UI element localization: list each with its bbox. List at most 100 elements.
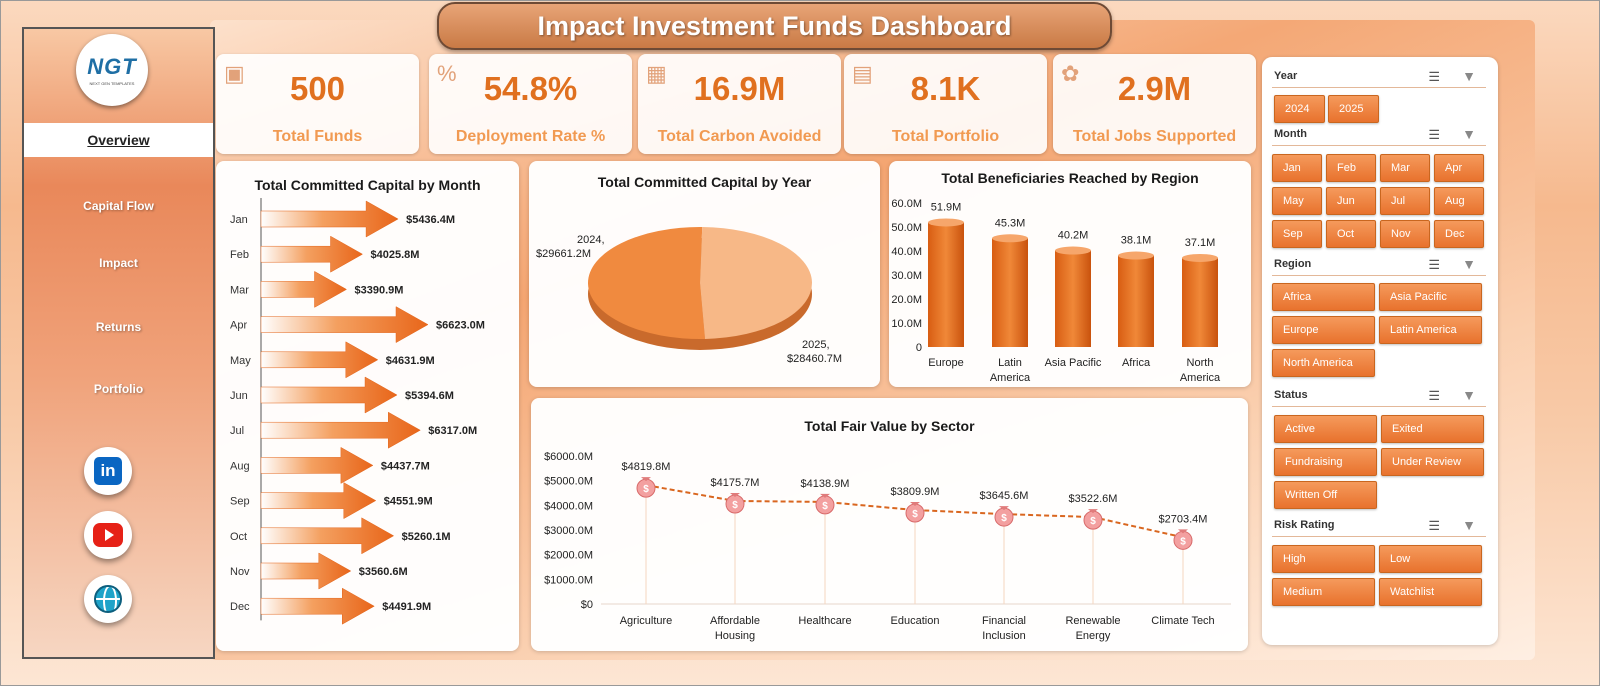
sector-y-tick: $1000.0M (544, 574, 593, 586)
month-arrow-bar (260, 517, 395, 555)
slicer-option-asia-pacific[interactable]: Asia Pacific (1379, 283, 1482, 311)
slicer-option-high[interactable]: High (1272, 545, 1375, 573)
month-tick-label: Jun (230, 390, 248, 402)
yearly-capital-panel: Total Committed Capital by Year 2024, $29… (529, 161, 880, 387)
sector-x-tick: Education (891, 615, 940, 627)
svg-text:$: $ (1090, 516, 1096, 527)
clear-filter-icon[interactable]: ▼ (1462, 256, 1476, 272)
monthly-capital-panel: Total Committed Capital by Month Jan $543… (216, 161, 519, 651)
clear-filter-icon[interactable]: ▼ (1462, 126, 1476, 142)
svg-text:$: $ (732, 500, 738, 511)
multi-select-icon[interactable]: ☰ (1428, 257, 1440, 272)
slicer-option-2025[interactable]: 2025 (1328, 95, 1379, 123)
kpi-label: Deployment Rate % (455, 128, 606, 145)
region-bar (1118, 255, 1154, 347)
pie-label-2025: 2025, (802, 339, 830, 351)
slicer-option-may[interactable]: May (1272, 187, 1322, 215)
slicer-option-jan[interactable]: Jan (1272, 154, 1322, 182)
youtube-button[interactable] (84, 511, 132, 559)
pie-slice-2024 (587, 227, 706, 339)
slicer-option-europe[interactable]: Europe (1272, 316, 1375, 344)
clear-filter-icon[interactable]: ▼ (1462, 387, 1476, 403)
month-data-label: $3390.9M (355, 284, 404, 296)
region-bar (992, 238, 1028, 347)
slicer-option-exited[interactable]: Exited (1381, 415, 1484, 443)
month-tick-label: Oct (230, 531, 247, 543)
linkedin-button[interactable]: in (84, 447, 132, 495)
slicer-option-latin-america[interactable]: Latin America (1379, 316, 1482, 344)
region-data-label: 40.2M (1058, 230, 1089, 242)
sector-data-label: $2703.4M (1159, 513, 1208, 525)
leaf-doc-icon: ▦ (646, 61, 667, 86)
sector-y-tick: $4000.0M (544, 500, 593, 512)
sector-x-tick: Healthcare (798, 615, 851, 627)
website-button[interactable] (84, 575, 132, 623)
linkedin-icon: in (94, 457, 122, 485)
slicer-option-fundraising[interactable]: Fundraising (1274, 448, 1377, 476)
region-data-label: 37.1M (1185, 237, 1216, 249)
multi-select-icon[interactable]: ☰ (1428, 388, 1440, 403)
sector-x-tick: Inclusion (982, 630, 1025, 642)
slicer-option-jun[interactable]: Jun (1326, 187, 1376, 215)
sector-x-tick: Financial (982, 615, 1026, 627)
kpi-carbon-avoided: ▦ 16.9M Total Carbon Avoided (638, 54, 841, 154)
clear-filter-icon[interactable]: ▼ (1462, 68, 1476, 84)
money-bag-icon: $ (905, 502, 925, 523)
sector-x-tick: Climate Tech (1151, 615, 1214, 627)
slicer-option-mar[interactable]: Mar (1380, 154, 1430, 182)
slicer-option-feb[interactable]: Feb (1326, 154, 1376, 182)
slicer-header-region: Region ☰ ▼ (1272, 254, 1486, 276)
slicer-option-written-off[interactable]: Written Off (1274, 481, 1377, 509)
nav-returns[interactable]: Returns (95, 320, 142, 334)
multi-select-icon[interactable]: ☰ (1428, 69, 1440, 84)
money-bag-icon: $ (636, 477, 656, 498)
slicer-title: Month (1274, 128, 1307, 140)
svg-text:$: $ (912, 509, 918, 520)
month-data-label: $4491.9M (382, 601, 431, 613)
portfolio-icon: ▤ (852, 61, 873, 86)
slicer-option-active[interactable]: Active (1274, 415, 1377, 443)
slicer-option-2024[interactable]: 2024 (1274, 95, 1325, 123)
dashboard-title-bar: Impact Investment Funds Dashboard (437, 2, 1112, 50)
region-bar (1182, 257, 1218, 347)
slicer-option-aug[interactable]: Aug (1434, 187, 1484, 215)
slicer-option-sep[interactable]: Sep (1272, 220, 1322, 248)
multi-select-icon[interactable]: ☰ (1428, 518, 1440, 533)
slicer-option-dec[interactable]: Dec (1434, 220, 1484, 248)
month-arrow-bar (260, 411, 421, 449)
clear-filter-icon[interactable]: ▼ (1462, 517, 1476, 533)
month-data-label: $3560.6M (359, 566, 408, 578)
nav-capital-flow[interactable]: Capital Flow (83, 199, 154, 213)
money-bag-icon: $ (1173, 529, 1193, 550)
multi-select-icon[interactable]: ☰ (1428, 127, 1440, 142)
kpi-value: 8.1K (910, 70, 981, 107)
slicer-title: Region (1274, 258, 1312, 270)
slicer-option-watchlist[interactable]: Watchlist (1379, 578, 1482, 606)
nav-portfolio[interactable]: Portfolio (93, 382, 144, 396)
sector-y-tick: $5000.0M (544, 476, 593, 488)
slicer-option-medium[interactable]: Medium (1272, 578, 1375, 606)
region-chart-title: Total Beneficiaries Reached by Region (941, 170, 1199, 186)
region-beneficiaries-panel: Total Beneficiaries Reached by Region 0 1… (889, 161, 1251, 387)
month-data-label: $5394.6M (405, 390, 454, 402)
nav-impact[interactable]: Impact (99, 256, 138, 270)
slicer-option-north-america[interactable]: North America (1272, 349, 1375, 377)
kpi-value: 54.8% (483, 70, 578, 107)
month-arrow-bar (260, 376, 398, 414)
slicer-option-jul[interactable]: Jul (1380, 187, 1430, 215)
nav-overview[interactable]: Overview (24, 123, 213, 157)
slicer-option-nov[interactable]: Nov (1380, 220, 1430, 248)
slicer-header-status: Status ☰ ▼ (1272, 385, 1486, 407)
slicer-option-low[interactable]: Low (1379, 545, 1482, 573)
sector-y-tick: $2000.0M (544, 550, 593, 562)
month-tick-label: Dec (230, 601, 250, 613)
slicer-option-africa[interactable]: Africa (1272, 283, 1375, 311)
sector-y-tick: $0 (581, 599, 593, 611)
region-bar-top (928, 218, 964, 227)
sector-data-label: $3522.6M (1069, 493, 1118, 505)
slicer-option-oct[interactable]: Oct (1326, 220, 1376, 248)
slicer-option-under-review[interactable]: Under Review (1381, 448, 1484, 476)
svg-text:$: $ (1001, 513, 1007, 524)
slicer-option-apr[interactable]: Apr (1434, 154, 1484, 182)
pie-label-2024: 2024, (577, 234, 605, 246)
